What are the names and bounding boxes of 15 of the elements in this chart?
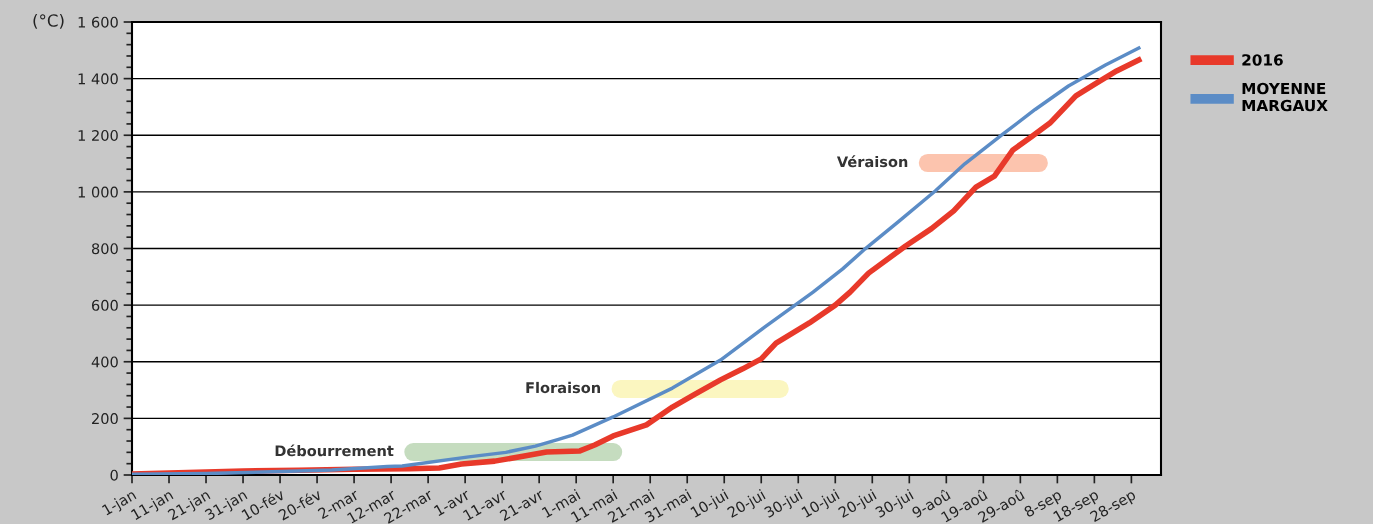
annotation: Débourrement [275,444,394,457]
y-tick-label: 600 [91,299,118,311]
y-tick-label: 0 [110,469,118,481]
y-tick-label: 1 000 [78,186,118,198]
y-tick-label: 1 400 [78,73,118,85]
annotation: Floraison [526,381,601,394]
legend-label: 2016 [1242,54,1283,66]
annotation: Véraison [836,155,908,168]
y-axis-title: (°C) [33,13,64,29]
y-tick-label: 400 [91,356,118,368]
y-tick-label: 1 600 [78,16,118,28]
legend-label: MOYENNE MARGAUX [1242,82,1328,112]
y-tick-label: 800 [91,243,118,255]
y-tick-label: 200 [92,413,118,425]
y-tick-label: 1 200 [78,129,118,141]
